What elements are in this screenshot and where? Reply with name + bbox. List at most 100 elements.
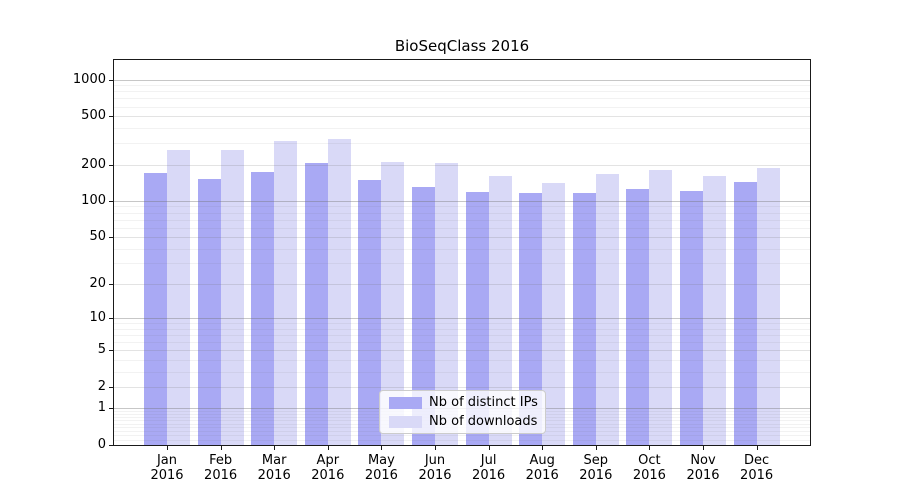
legend-label-distinct-ips: Nb of distinct IPs (429, 395, 538, 410)
legend-label-downloads: Nb of downloads (429, 414, 538, 429)
bar-distinct-ips-aug (519, 193, 543, 445)
gridline-400 (114, 127, 810, 129)
x-tick-label-aug: Aug 2016 (510, 453, 574, 483)
x-tick-month-jan: Jan (156, 453, 178, 468)
x-tick-month-aug: Aug (529, 453, 555, 468)
x-tick-jul (488, 446, 490, 450)
gridline-20 (114, 284, 810, 285)
y-tick-label-5: 5 (97, 342, 106, 358)
bar-distinct-ips-dec (733, 182, 757, 445)
bar-downloads-jul (488, 176, 512, 445)
bar-distinct-ips-nov (680, 191, 703, 445)
y-tick-label-10: 10 (89, 310, 106, 326)
gridline-0.2 (114, 435, 810, 437)
bar-downloads-jan (167, 149, 190, 445)
y-tick-label-2: 2 (97, 378, 106, 394)
x-tick-month-mar: Mar (261, 453, 287, 468)
gridline-600 (114, 106, 810, 108)
x-tick-year-apr: 2016 (311, 468, 345, 483)
gridline-40 (114, 248, 810, 250)
gridline-300 (114, 143, 810, 145)
x-tick-aug (542, 446, 544, 450)
x-tick-jan (167, 446, 168, 450)
x-tick-may (381, 446, 383, 450)
bar-downloads-dec (756, 168, 780, 445)
y-tick-200 (109, 164, 113, 166)
gridline-60 (114, 227, 810, 229)
bar-distinct-ips-jan (144, 173, 167, 445)
x-tick-label-jun: Jun 2016 (403, 453, 467, 483)
y-tick-0 (109, 445, 113, 446)
bar-distinct-ips-mar (251, 172, 275, 445)
gridline-9 (114, 323, 810, 325)
x-tick-year-mar: 2016 (257, 468, 291, 483)
y-tick-1000 (109, 79, 113, 81)
legend-swatch-downloads (389, 415, 422, 428)
x-tick-label-feb: Feb 2016 (189, 453, 253, 483)
gridline-6 (114, 342, 810, 344)
gridline-200 (114, 164, 810, 166)
x-tick-label-jan: Jan 2016 (135, 453, 199, 483)
bar-downloads-feb (220, 149, 244, 445)
x-tick-sep (595, 446, 597, 450)
x-tick-dec (756, 446, 758, 450)
bar-distinct-ips-feb (197, 178, 221, 445)
y-tick-20 (109, 284, 113, 285)
legend-swatch-distinct-ips (389, 396, 422, 409)
gridline-3 (114, 371, 810, 373)
x-tick-mar (274, 446, 276, 450)
x-tick-month-sep: Sep (583, 453, 609, 468)
chart-title: BioSeqClass 2016 (394, 37, 530, 55)
gridline-90 (114, 206, 810, 208)
gridline-5 (114, 350, 810, 352)
x-tick-year-feb: 2016 (204, 468, 238, 483)
x-tick-month-feb: Feb (209, 453, 233, 468)
x-tick-month-jul: Jul (480, 453, 497, 468)
x-tick-year-aug: 2016 (525, 468, 559, 483)
gridline-900 (114, 85, 810, 87)
gridline-100 (114, 200, 810, 202)
gridline-0.1 (114, 440, 810, 441)
gridline-10 (114, 318, 810, 320)
bar-downloads-may (381, 161, 405, 445)
x-tick-apr (327, 446, 329, 450)
y-tick-1 (109, 408, 113, 410)
y-tick-label-100: 100 (81, 192, 106, 208)
x-tick-year-dec: 2016 (740, 468, 774, 483)
x-tick-year-oct: 2016 (632, 468, 666, 483)
gridline-8 (114, 328, 810, 330)
x-tick-jun (435, 446, 436, 450)
y-tick-100 (109, 200, 113, 202)
bar-downloads-mar (274, 140, 298, 445)
y-tick-label-500: 500 (81, 108, 106, 124)
x-tick-feb (220, 446, 222, 450)
y-tick-10 (109, 318, 113, 320)
x-tick-label-oct: Oct 2016 (617, 453, 681, 483)
y-tick-500 (109, 116, 113, 118)
x-tick-year-jun: 2016 (418, 468, 452, 483)
x-tick-month-may: May (367, 453, 395, 468)
grid-layer (114, 60, 810, 445)
x-tick-oct (649, 446, 651, 450)
y-tick-50 (109, 237, 113, 238)
x-tick-month-apr: Apr (316, 453, 340, 468)
gridline-800 (114, 91, 810, 93)
x-tick-year-nov: 2016 (686, 468, 720, 483)
gridline-7 (114, 335, 810, 336)
gridline-2 (114, 386, 810, 388)
legend: Nb of distinct IPs Nb of downloads (379, 390, 546, 434)
legend-item-distinct-ips: Nb of distinct IPs (389, 395, 545, 410)
x-tick-label-nov: Nov 2016 (671, 453, 735, 483)
bar-distinct-ips-apr (304, 163, 328, 445)
bar-distinct-ips-oct (626, 188, 650, 445)
y-tick-label-20: 20 (89, 276, 106, 291)
plot-area: Nb of distinct IPs Nb of downloads (113, 59, 811, 446)
bar-downloads-jun (435, 162, 458, 445)
gridline-700 (114, 98, 810, 100)
y-tick-label-0: 0 (97, 437, 106, 452)
bar-downloads-aug (542, 182, 566, 445)
y-tick-label-1: 1 (97, 400, 106, 416)
x-tick-nov (703, 446, 704, 450)
x-tick-label-apr: Apr 2016 (296, 453, 360, 483)
legend-item-downloads: Nb of downloads (389, 414, 545, 429)
